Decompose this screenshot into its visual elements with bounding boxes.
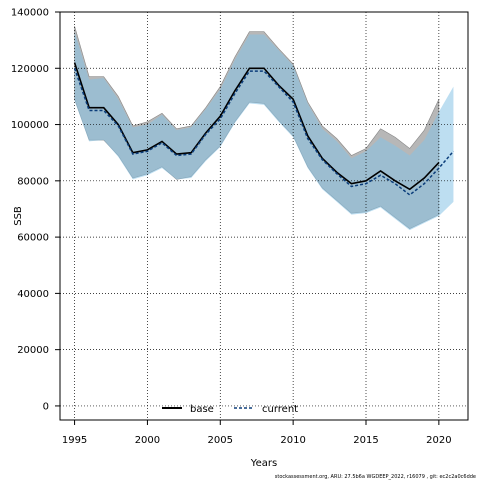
- x-tick-label: 2010: [280, 435, 305, 446]
- confidence-bands: [74, 25, 454, 231]
- y-tick-label: 20000: [17, 345, 49, 356]
- y-tick-label: 0: [43, 401, 49, 412]
- x-axis-title: Years: [250, 458, 277, 469]
- x-tick-label: 1995: [62, 435, 87, 446]
- x-tick-label: 2015: [353, 435, 378, 446]
- y-tick-label: 60000: [17, 233, 49, 244]
- x-tick-label: 2020: [426, 435, 451, 446]
- y-tick-label: 140000: [11, 8, 49, 19]
- footer-text: stockassessment.org, ARU: 27.5b6a WGDEEP…: [275, 474, 476, 480]
- legend: base current: [162, 404, 298, 415]
- confidence-band-current: [74, 31, 454, 231]
- x-axis-ticks: 1995 2000 2005 2010 2015 2020: [62, 420, 452, 446]
- legend-label-current: current: [262, 404, 298, 415]
- series-lines: [73, 62, 454, 196]
- y-tick-label: 100000: [11, 120, 49, 131]
- x-tick-label: 2005: [208, 435, 233, 446]
- y-axis-ticks: 0 20000 40000 60000 80000 100000 120000 140000: [11, 8, 60, 412]
- plot-frame: [59, 11, 469, 421]
- series-line-current: [73, 68, 454, 196]
- series-line-base: [73, 62, 440, 191]
- y-axis-title: SSB: [13, 206, 24, 226]
- legend-label-base: base: [190, 404, 214, 415]
- y-tick-label: 80000: [17, 176, 49, 187]
- y-tick-label: 120000: [11, 64, 49, 75]
- y-tick-label: 40000: [17, 289, 49, 300]
- x-tick-label: 2000: [135, 435, 160, 446]
